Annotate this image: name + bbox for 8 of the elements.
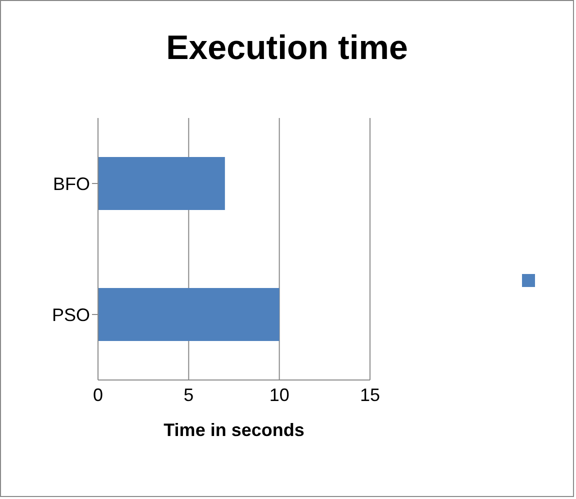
y-tick-label: BFO xyxy=(52,174,90,194)
x-axis-title: Time in seconds xyxy=(164,420,304,440)
x-tick-label: 0 xyxy=(92,384,104,405)
y-tick-label: PSO xyxy=(52,304,90,325)
x-tick-label: 15 xyxy=(360,384,380,405)
chart-title: Execution time xyxy=(165,29,409,68)
x-tick-label: 5 xyxy=(184,384,194,405)
x-tick-label: 10 xyxy=(269,384,290,405)
